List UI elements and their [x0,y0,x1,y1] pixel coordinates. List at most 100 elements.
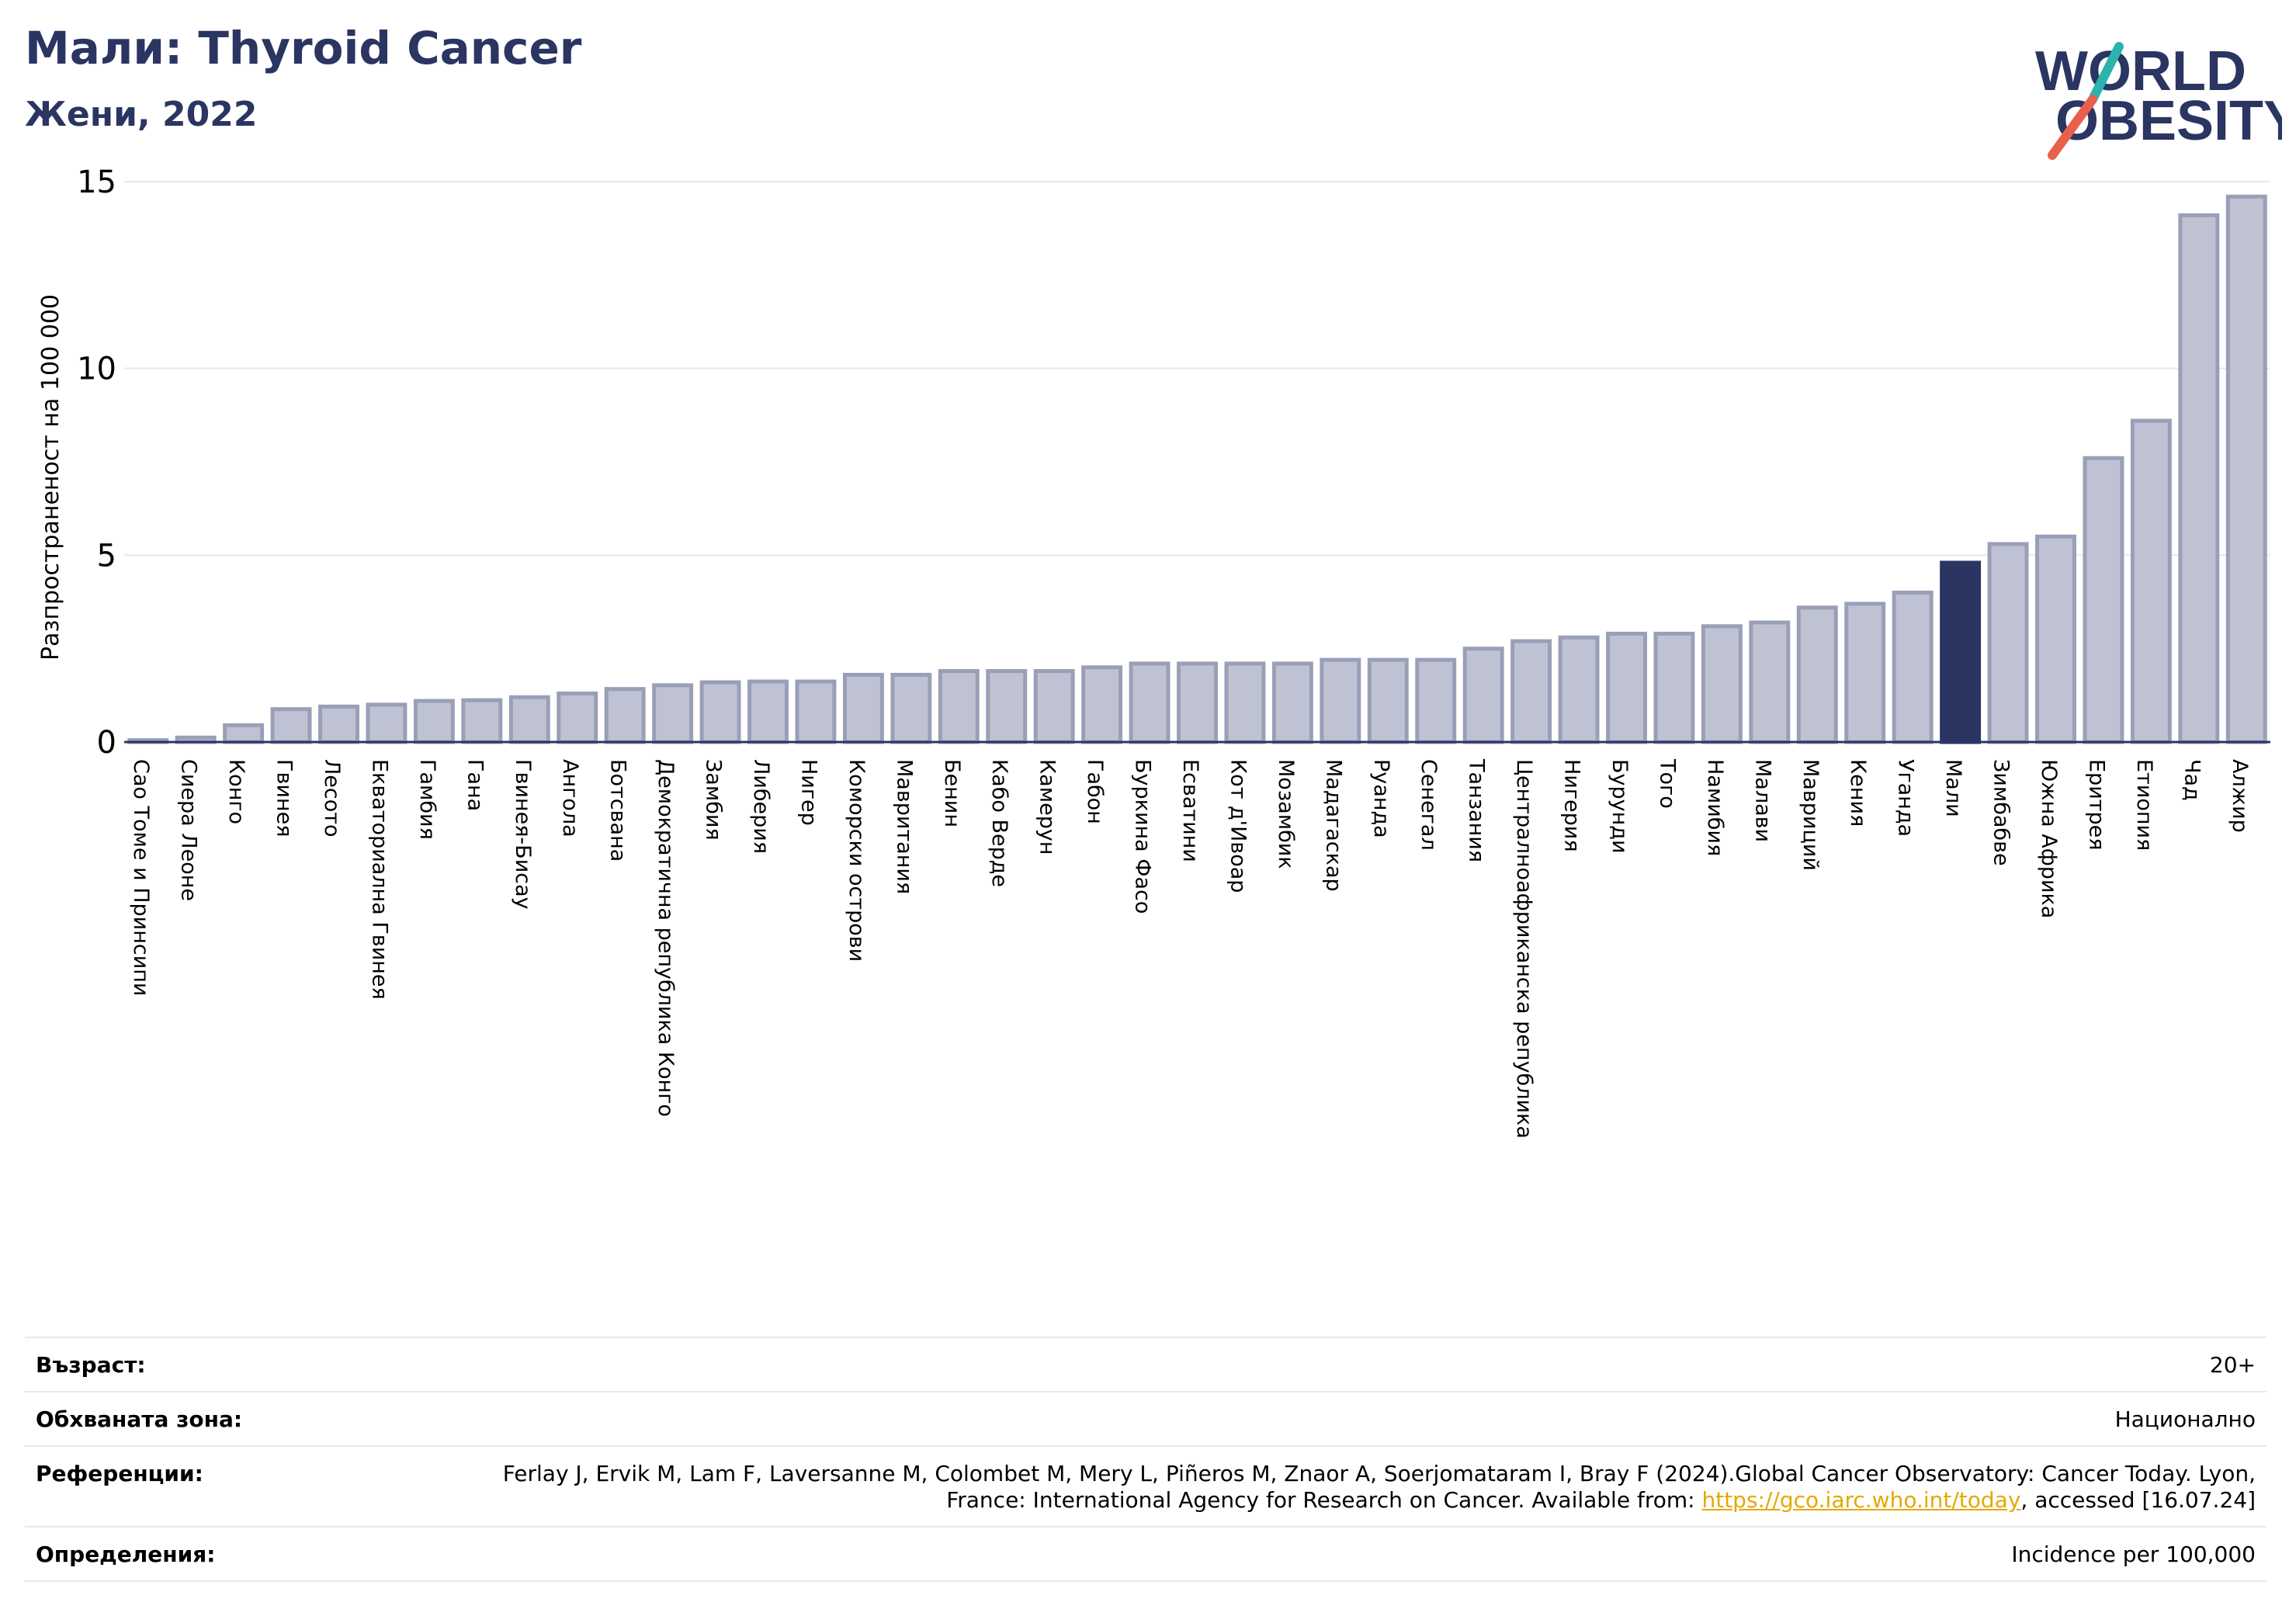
x-tick-label: Мадагаскар [1321,759,1345,892]
bar [1606,631,1647,744]
bar [2130,418,2172,744]
info-row-age: Възраст: 20+ [25,1337,2267,1391]
x-tick-label: Демократична република Конго [654,759,678,1117]
bar [890,672,932,744]
bar [1558,635,1600,744]
info-row-area: Обхваната зона: Национално [25,1391,2267,1445]
bar [508,695,550,744]
x-tick-label: Нигер [796,759,820,826]
bar [1129,661,1171,744]
bar [1510,639,1552,744]
bar [1081,665,1123,744]
bar-highlighted [1940,560,1982,744]
x-axis-labels: Сао Томе и Принсипи Сиера Леоне Конго Гвине… [129,758,2252,1139]
area-value: Национално [2114,1406,2256,1432]
age-value: 20+ [2209,1352,2256,1378]
x-tick-label: Уганда [1894,759,1918,837]
x-tick-label: Габон [1083,759,1107,824]
x-tick-label: Южна Африка [2037,759,2061,918]
bar [652,683,694,744]
x-tick-label: Зимбабве [1989,759,2013,866]
bar [1892,590,1934,744]
bar [747,679,789,744]
x-tick-label: Мали [1941,759,1965,817]
bar [1415,657,1457,744]
x-tick-label: Коморски острови [845,759,869,962]
x-tick-label: Руанда [1369,759,1393,838]
x-tick-label: Нигерия [1560,759,1584,852]
x-tick-label: Того [1655,758,1679,809]
grid-lines [124,181,2270,557]
bar [1844,602,1886,744]
info-row-definitions: Определения: Incidence per 100,000 [25,1526,2267,1582]
x-tick-label: Кения [1846,759,1870,827]
x-tick-label: Намибия [1703,759,1727,856]
bar [1462,647,1504,744]
x-tick-label: Етиопия [2132,759,2156,851]
x-tick-label: Мавриций [1798,759,1823,871]
y-tick-label: 5 [97,538,116,574]
x-tick-label: Либерия [749,759,773,854]
references-text: Ferlay J, Ervik M, Lam F, Laversanne M, … [502,1461,2256,1513]
y-axis-label: Разпространеност на 100 000 [37,294,64,661]
bars [127,194,2267,744]
x-tick-label: Сиера Леоне [177,759,201,901]
bar [2225,194,2267,744]
x-tick-label: Буркина Фасо [1131,759,1155,914]
bar [1033,669,1075,744]
bar [2083,456,2124,744]
bar [461,698,503,744]
bar [2178,213,2220,744]
bar [557,691,598,744]
bar [604,687,646,744]
bar [842,672,884,744]
bar [938,669,980,744]
references-link[interactable]: https://gco.iarc.who.int/today [1701,1487,2021,1513]
x-tick-label: Сао Томе и Принсипи [129,759,153,996]
bar [1320,657,1361,744]
logo-line-1: WORLD [2035,40,2246,102]
x-tick-label: Гвинея [272,759,297,837]
references-label: Референции: [36,1461,203,1486]
references-value: Ferlay J, Ervik M, Lam F, Laversanne M, … [470,1461,2256,1514]
x-tick-label: Еритрея [2084,759,2108,850]
bar [1701,624,1743,744]
x-tick-label: Чад [2180,759,2204,801]
y-tick-label: 15 [77,165,116,200]
y-tick-label: 0 [97,725,116,761]
y-axis-ticks: 0 5 10 15 [77,165,116,761]
area-label: Обхваната зона: [36,1406,243,1432]
bar [1224,661,1266,744]
x-tick-label: Кабо Верде [987,759,1011,887]
bar [1271,661,1313,744]
info-table: Възраст: 20+ Обхваната зона: Национално … [25,1337,2267,1582]
bar [270,707,312,744]
bar [1653,631,1695,744]
x-tick-label: Мозамбик [1274,759,1298,869]
bar [223,723,265,744]
bar [1987,542,2029,744]
chart-subtitle: Жени, 2022 [25,95,258,134]
x-tick-label: Централноафриканска република [1512,759,1536,1139]
x-tick-label: Бурунди [1608,759,1632,854]
info-row-references: Референции: Ferlay J, Ervik M, Lam F, La… [25,1445,2267,1526]
bar [366,702,408,744]
x-tick-label: Ботсвана [606,759,630,862]
bar [1177,661,1218,744]
x-tick-label: Гана [463,759,487,811]
x-tick-label: Камерун [1035,759,1060,855]
bar [795,679,837,744]
x-tick-label: Лесото [320,759,344,838]
x-tick-label: Кот д'Ивоар [1226,759,1250,893]
x-tick-label: Бенин [940,759,964,827]
chart-title: Мали: Thyroid Cancer [25,22,582,75]
x-tick-label: Замбия [702,759,726,841]
bar [318,704,359,744]
definitions-label: Определения: [36,1542,216,1567]
bar [1749,620,1791,744]
bar [1367,657,1409,744]
logo-slash-top [2088,42,2124,104]
bar [1796,605,1838,744]
world-obesity-logo: WORLD OBESITY [2035,40,2282,160]
x-tick-label: Конго [224,759,248,824]
